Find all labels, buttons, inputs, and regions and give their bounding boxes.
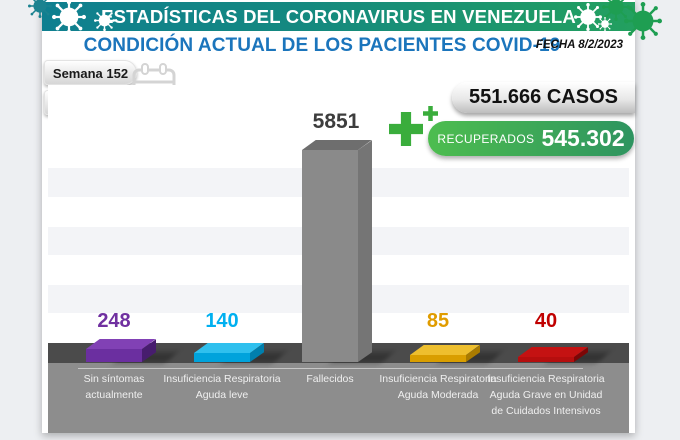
virus-icon bbox=[598, 17, 612, 36]
week-badge: Semana 152 bbox=[44, 60, 137, 85]
header-banner bbox=[42, 2, 635, 31]
bar-side-face bbox=[358, 140, 372, 362]
bar-ira-moderada bbox=[410, 345, 502, 363]
bar-front-face bbox=[86, 349, 142, 362]
category-label: Fallecidos bbox=[306, 373, 354, 385]
virus-icon bbox=[94, 10, 115, 36]
value-label: 40 bbox=[534, 310, 558, 332]
value-label: 248 bbox=[97, 310, 131, 332]
virus-icon bbox=[624, 2, 662, 45]
plus-icon bbox=[389, 112, 423, 151]
bar-front-face bbox=[410, 355, 466, 362]
page-title: ESTADÍSTICAS DEL CORONAVIRUS EN VENEZUEL… bbox=[101, 6, 576, 27]
value-label: 140 bbox=[205, 310, 239, 332]
value-label: 5851 bbox=[312, 110, 360, 133]
category-label: Sin síntomas actualmente bbox=[83, 373, 145, 401]
recovered-value: 545.302 bbox=[541, 125, 625, 151]
total-cases-badge: 551.666 CASOS bbox=[452, 82, 635, 113]
recovered-label: RECUPERADOS bbox=[437, 131, 535, 146]
category-label: Insuficiencia Respiratoria Aguda Grave e… bbox=[487, 373, 605, 417]
recovered-badge: RECUPERADOS 545.302 bbox=[428, 121, 634, 156]
category-label: Insuficiencia Respiratoria Aguda leve bbox=[163, 373, 281, 401]
plus-icon bbox=[423, 106, 438, 126]
bar-front-face bbox=[518, 357, 574, 362]
bar-sin-sintomas bbox=[86, 339, 178, 363]
virus-icon bbox=[28, 0, 52, 23]
axis-line bbox=[78, 368, 583, 369]
date-label: FECHA 8/2/2023 bbox=[535, 39, 623, 51]
chart-title: CONDICIÓN ACTUAL DE LOS PACIENTES COVID-… bbox=[83, 35, 561, 56]
bar-ira-grave-uci bbox=[518, 347, 610, 363]
axis-label-panel bbox=[48, 363, 629, 433]
bar-fallecidos bbox=[302, 140, 394, 363]
category-label: Insuficiencia Respiratoria Aguda Moderad… bbox=[379, 373, 497, 401]
bar-ira-leve bbox=[194, 343, 286, 363]
virus-icon bbox=[52, 0, 86, 39]
bar-front-face bbox=[194, 353, 250, 362]
bar-front-face bbox=[302, 150, 358, 362]
infographic-card: ESTADÍSTICAS DEL CORONAVIRUS EN VENEZUEL… bbox=[42, 0, 635, 433]
value-label: 85 bbox=[426, 310, 450, 332]
